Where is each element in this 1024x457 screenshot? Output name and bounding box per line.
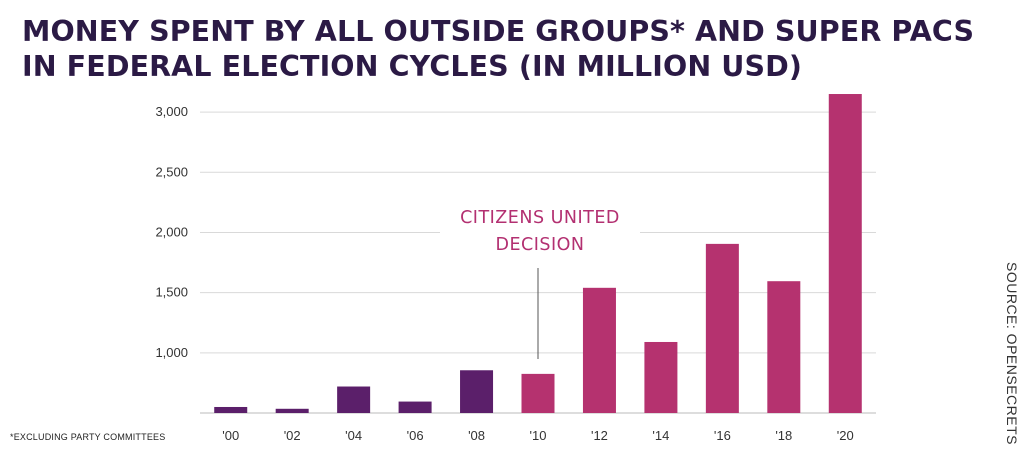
bar: [828, 94, 862, 413]
y-tick-label: 1,500: [155, 285, 188, 300]
bar: [582, 287, 616, 413]
y-tick-label: 1,000: [155, 345, 188, 360]
bar: [705, 243, 739, 413]
chart-title-line-2: IN FEDERAL ELECTION CYCLES (IN MILLION U…: [22, 50, 803, 83]
x-tick-label: '08: [468, 428, 485, 443]
bar: [275, 408, 309, 413]
chart-title-line-1: MONEY SPENT BY ALL OUTSIDE GROUPS* AND S…: [22, 15, 975, 48]
x-tick-label: '14: [652, 428, 669, 443]
x-tick-label: '04: [345, 428, 362, 443]
y-tick-label: 2,500: [155, 164, 188, 179]
annotation-label-line-2: DECISION: [495, 235, 584, 255]
y-axis-tick-labels: 1,000 1,500 2,000 2,500 3,000: [155, 104, 188, 360]
x-tick-label: '12: [591, 428, 608, 443]
x-tick-label: '10: [530, 428, 547, 443]
source-credit: SOURCE: OPENSECRETS: [1004, 262, 1020, 445]
bar: [460, 370, 494, 413]
bar: [767, 281, 801, 413]
x-tick-label: '18: [775, 428, 792, 443]
y-tick-label: 2,000: [155, 224, 188, 239]
citizens-united-annotation: CITIZENS UNITED DECISION: [440, 204, 640, 359]
x-tick-label: '00: [222, 428, 239, 443]
annotation-background: [440, 204, 640, 260]
bar: [337, 386, 371, 413]
bar: [521, 373, 555, 413]
x-tick-label: '16: [714, 428, 731, 443]
bar: [644, 341, 678, 413]
bar: [214, 406, 248, 413]
x-tick-label: '02: [284, 428, 301, 443]
x-axis-tick-labels: '00 '02 '04 '06 '08 '10 '12 '14 '16 '18 '20: [222, 428, 853, 443]
annotation-label-line-1: CITIZENS UNITED: [460, 208, 620, 228]
x-tick-label: '06: [407, 428, 424, 443]
chart-title: MONEY SPENT BY ALL OUTSIDE GROUPS* AND S…: [22, 14, 1012, 84]
footnote: *EXCLUDING PARTY COMMITTEES: [10, 432, 166, 442]
y-tick-label: 3,000: [155, 104, 188, 119]
bars: [214, 94, 862, 413]
x-tick-label: '20: [837, 428, 854, 443]
bar: [398, 401, 432, 413]
